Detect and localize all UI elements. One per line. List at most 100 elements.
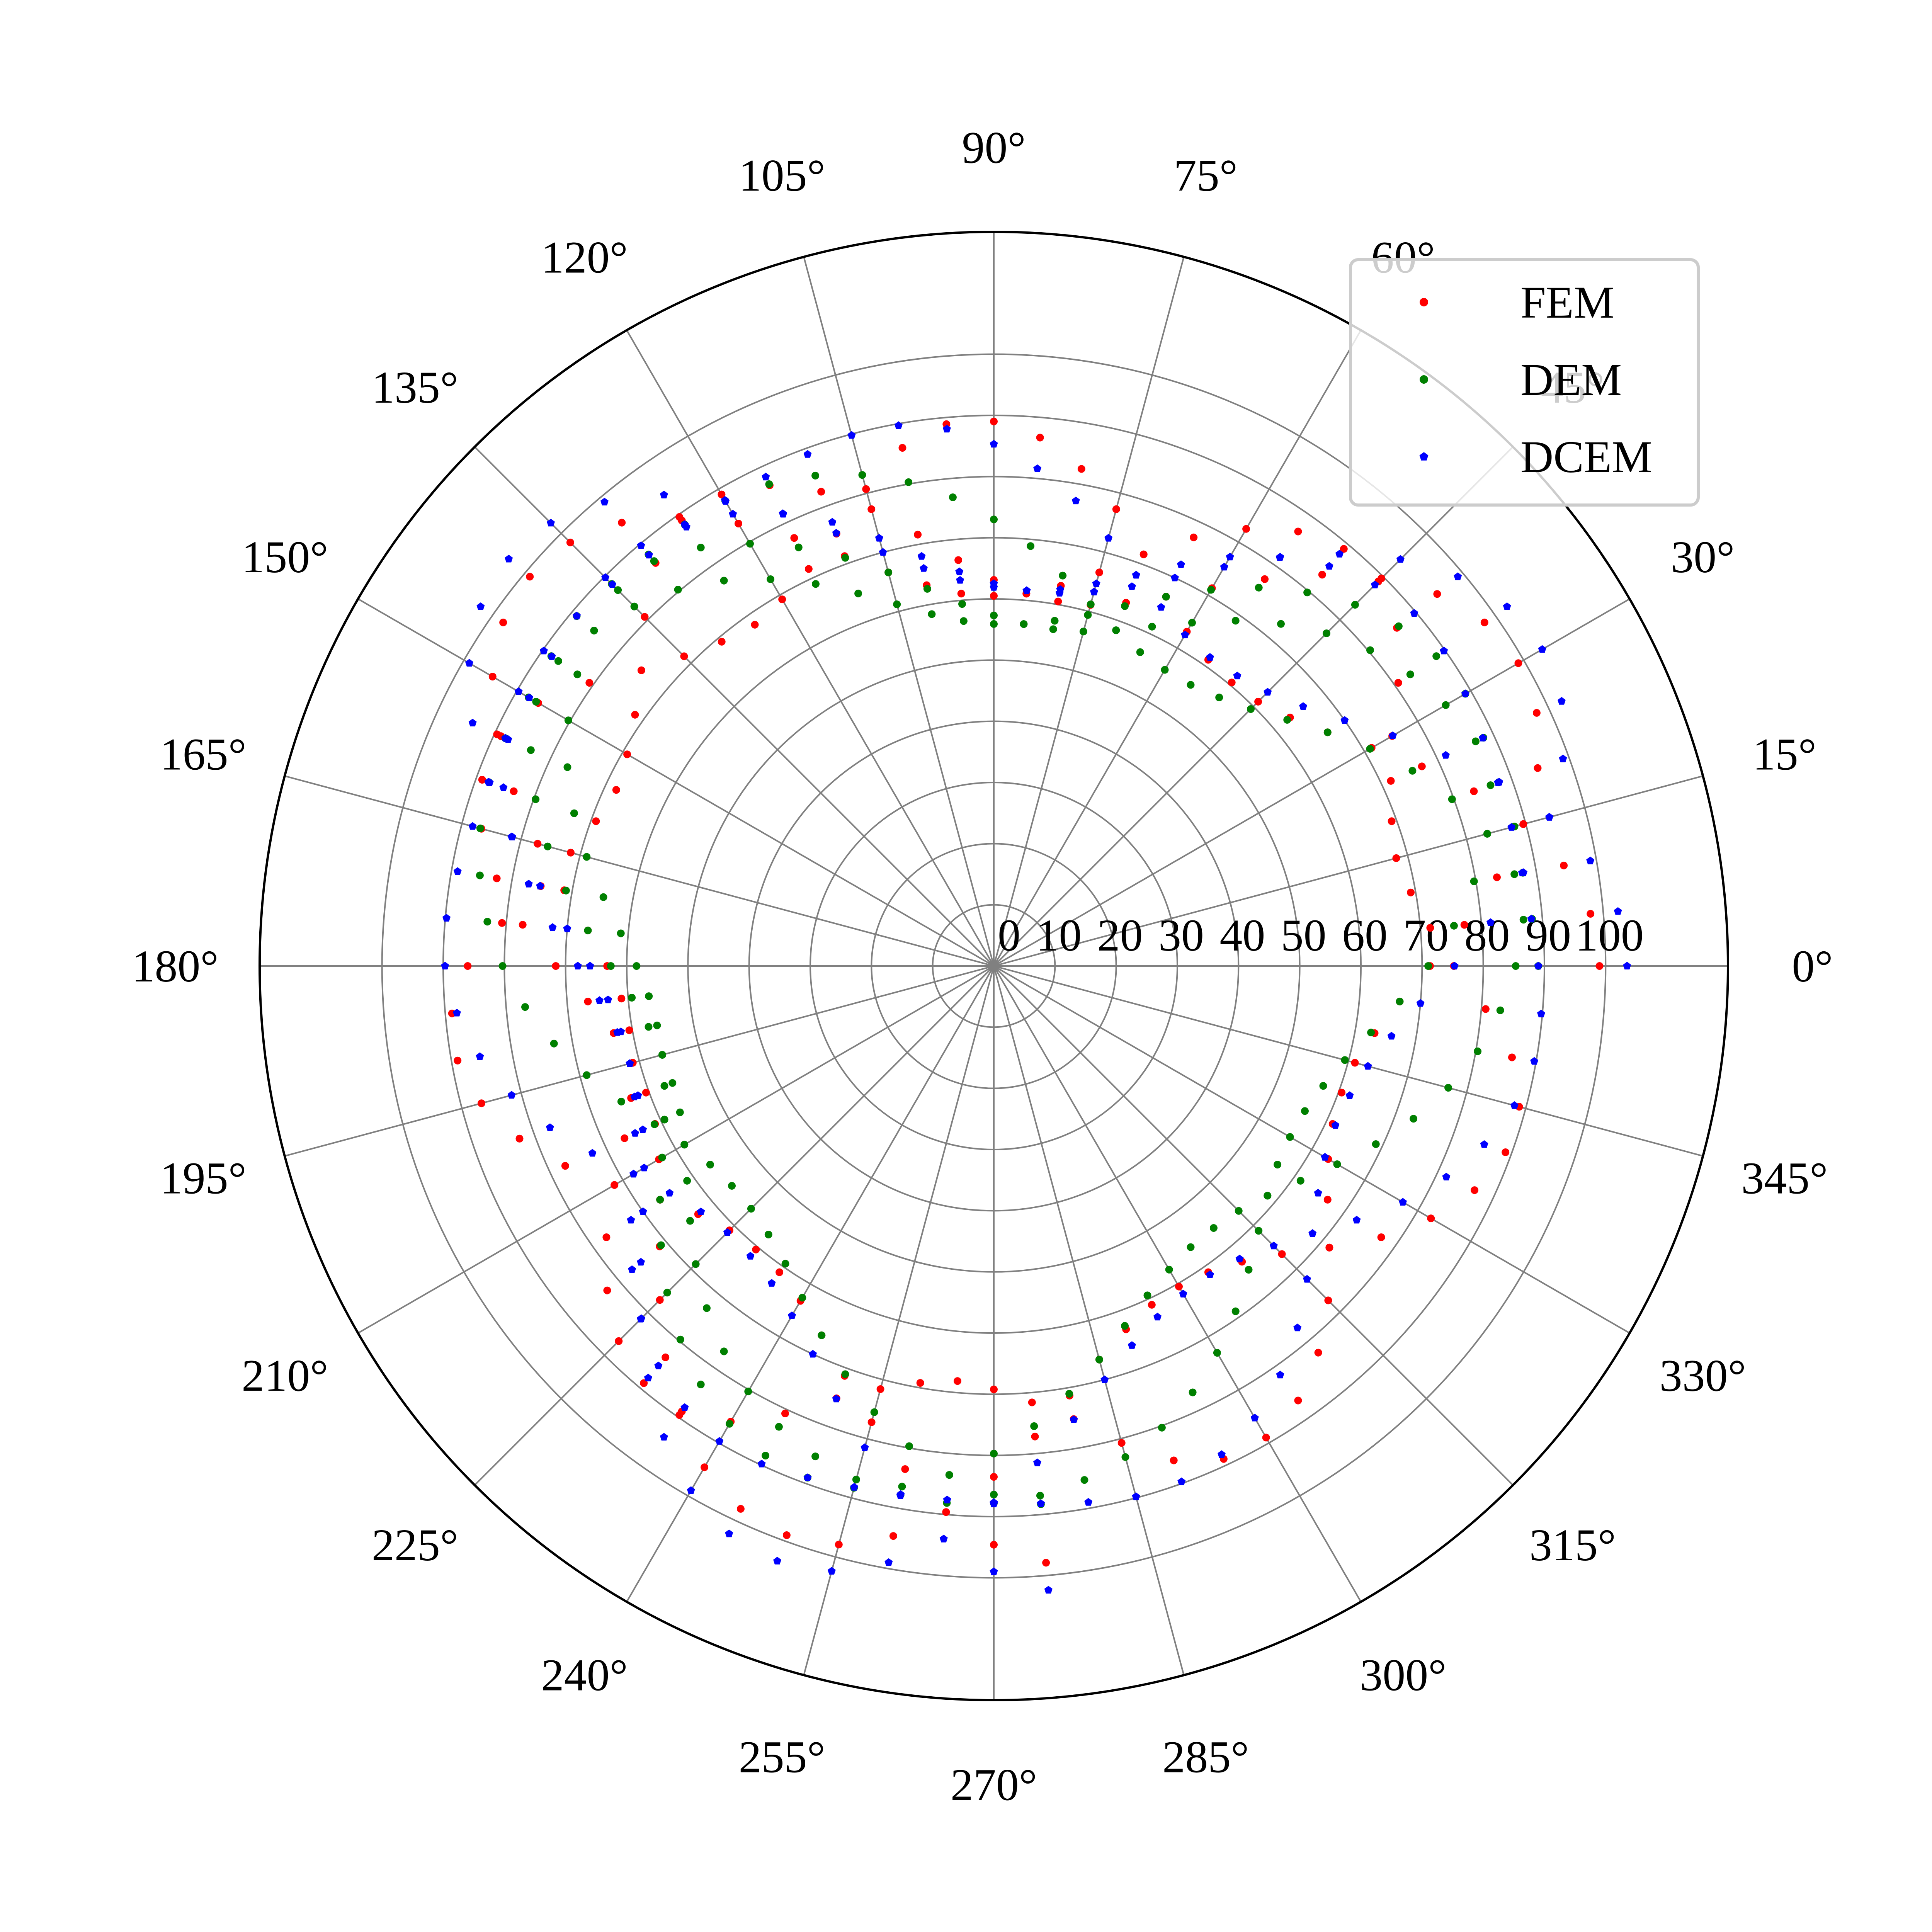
data-point [1187, 1243, 1195, 1251]
angle-tick-label: 0° [1792, 941, 1833, 992]
data-point [697, 1208, 705, 1215]
data-point [1530, 1057, 1539, 1065]
data-point [1254, 697, 1262, 706]
data-point [773, 1556, 781, 1565]
data-point [1274, 1161, 1282, 1168]
grid-spoke-315 [993, 965, 1514, 1486]
data-point [1532, 709, 1541, 717]
data-point [599, 893, 607, 901]
data-point [662, 1353, 670, 1361]
data-point [920, 564, 928, 572]
data-point [1139, 550, 1148, 558]
data-point [1442, 751, 1450, 759]
data-point [1136, 648, 1144, 656]
angle-tick-label: 105° [739, 150, 825, 201]
data-point [656, 1296, 664, 1304]
data-point [1614, 907, 1622, 915]
data-point [1121, 1453, 1129, 1461]
legend-label-dem: DEM [1520, 354, 1622, 405]
data-point [990, 611, 998, 619]
data-point [898, 444, 906, 452]
data-point [629, 1170, 638, 1178]
data-point [1479, 733, 1487, 742]
data-point [1042, 1559, 1050, 1567]
data-point [546, 1123, 554, 1131]
data-point [1534, 764, 1542, 772]
data-point [561, 1162, 569, 1170]
data-point [1389, 731, 1397, 739]
data-point [1486, 918, 1495, 926]
data-point [1112, 626, 1120, 634]
data-point [663, 1289, 671, 1297]
data-point [752, 1245, 760, 1253]
data-point [1220, 563, 1228, 571]
angle-tick-label: 315° [1529, 1520, 1616, 1570]
data-point [1352, 1216, 1361, 1224]
series-dem [476, 471, 1543, 1508]
data-point [1514, 659, 1522, 667]
data-point [631, 711, 639, 719]
data-point [547, 519, 555, 527]
data-point [1333, 1160, 1341, 1168]
data-point [687, 1486, 695, 1494]
data-point [1170, 573, 1179, 582]
data-point [621, 1134, 629, 1142]
data-point [1187, 681, 1195, 689]
data-point [1264, 1192, 1272, 1200]
data-point [1303, 1275, 1311, 1283]
data-point [1175, 1282, 1183, 1291]
data-point [718, 490, 726, 498]
grid-spoke-105 [803, 257, 995, 966]
data-point [1028, 1398, 1036, 1406]
data-point [674, 586, 682, 594]
data-point [637, 1258, 645, 1266]
data-point [1331, 1121, 1340, 1129]
data-point [554, 657, 562, 665]
data-point [879, 548, 887, 556]
data-point [1084, 1498, 1093, 1506]
data-point [683, 1177, 691, 1185]
data-point [623, 750, 631, 759]
data-point [1537, 1009, 1545, 1017]
data-point [1065, 1390, 1073, 1398]
data-point [1077, 465, 1085, 473]
data-point [827, 1567, 836, 1575]
data-point [1080, 1476, 1088, 1484]
data-point [905, 478, 913, 486]
data-point [442, 914, 451, 922]
data-point [726, 1420, 733, 1428]
data-point [1294, 527, 1302, 536]
angle-tick-label: 15° [1753, 729, 1816, 780]
data-point [617, 1027, 625, 1036]
data-point [548, 923, 557, 931]
data-point [990, 620, 998, 628]
angle-tick-label: 90° [962, 122, 1026, 173]
data-point [510, 787, 518, 795]
data-point [476, 1052, 484, 1060]
data-point [1387, 777, 1395, 785]
data-point [1020, 620, 1028, 628]
data-point [1286, 1133, 1294, 1141]
data-point [1427, 1214, 1435, 1223]
data-point [539, 646, 548, 655]
data-point [658, 1051, 666, 1059]
data-point [573, 670, 582, 679]
data-point [794, 543, 803, 551]
data-point [1493, 873, 1501, 881]
data-point [916, 1379, 924, 1387]
data-point [762, 1452, 770, 1460]
data-point [1483, 830, 1491, 838]
data-point [1408, 767, 1417, 775]
legend-marker-fem [1420, 298, 1428, 306]
data-point [564, 716, 572, 724]
grid-spoke-120 [626, 330, 995, 967]
data-point [1161, 666, 1169, 674]
data-point [592, 817, 600, 825]
data-point [803, 450, 812, 458]
data-point [1308, 1229, 1317, 1237]
data-point [468, 719, 477, 726]
data-point [645, 1023, 653, 1031]
data-point [757, 1459, 766, 1468]
data-point [1177, 560, 1185, 568]
